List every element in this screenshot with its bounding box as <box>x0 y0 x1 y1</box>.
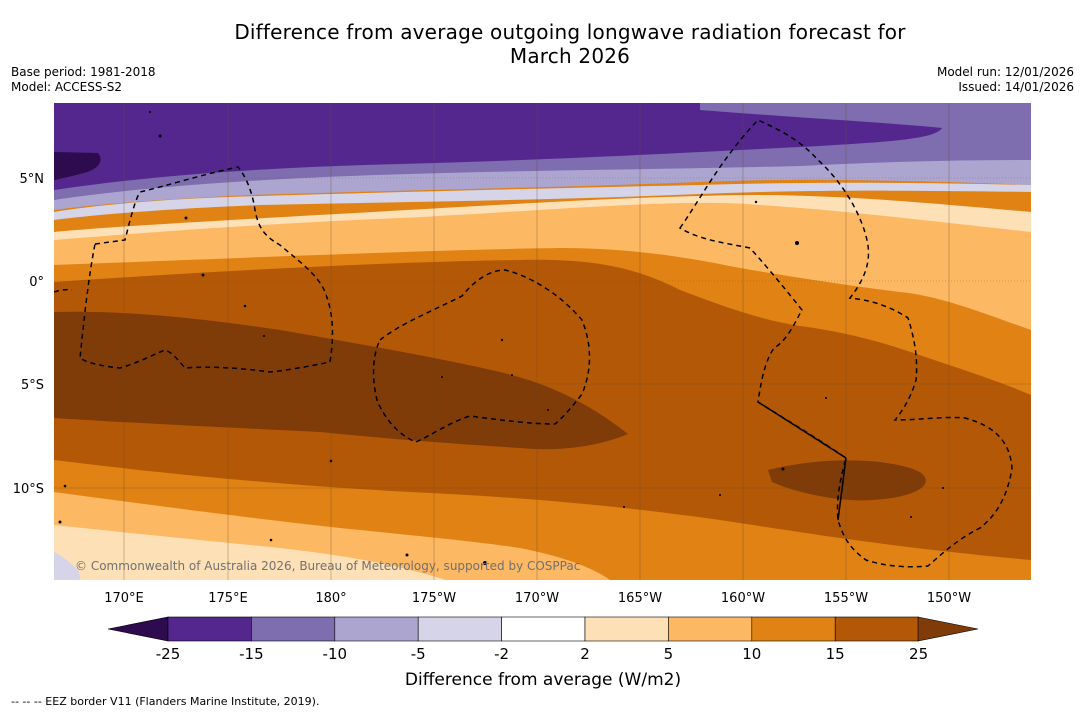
lon-label-170e: 170°E <box>104 591 144 606</box>
colorbar-tick: 2 <box>580 645 590 663</box>
colorbar-tick: -2 <box>494 645 509 663</box>
model-run: Model run: 12/01/2026 <box>936 65 1074 79</box>
colorbar-segment <box>501 616 586 642</box>
colorbar-tick: 5 <box>664 645 674 663</box>
colorbar-extend-high <box>917 616 979 642</box>
colorbar-tick: 25 <box>909 645 928 663</box>
island <box>942 487 944 489</box>
lon-label-160w: 160°W <box>721 591 765 606</box>
lon-label-180: 180° <box>315 591 346 606</box>
island <box>158 134 162 138</box>
island <box>511 374 513 376</box>
eez-kiribati-gilbert <box>79 166 334 373</box>
eez-line-split-2 <box>837 457 847 521</box>
island <box>263 335 265 337</box>
colorbar-tick: 10 <box>742 645 761 663</box>
band-5-10 <box>54 202 1031 330</box>
colorbar-tick: -15 <box>239 645 264 663</box>
band-2-5-southern <box>54 525 446 580</box>
colorbar-segment <box>334 616 419 642</box>
islands <box>58 111 944 565</box>
lon-label-150w: 150°W <box>927 591 971 606</box>
island <box>441 376 443 378</box>
lat-label-5s: 5°S <box>21 378 44 393</box>
lon-label-165w: 165°W <box>618 591 662 606</box>
title-line-1: Difference from average outgoing longwav… <box>234 20 906 44</box>
eez-legend-note: -- -- -- EEZ border V11 (Flanders Marine… <box>11 695 320 708</box>
band-neg5-neg2-corner <box>54 552 80 580</box>
map-title: Difference from average outgoing longwav… <box>0 20 1085 68</box>
map-panel: © Commonwealth of Australia 2026, Bureau… <box>54 103 1031 580</box>
lon-label-155w: 155°W <box>824 591 868 606</box>
meta-right: Model run: 12/01/2026 Issued: 14/01/2026 <box>937 65 1074 95</box>
colorbar-tick: -10 <box>323 645 348 663</box>
lat-label-5n: 5°N <box>20 172 45 187</box>
colorbar-segment <box>167 616 252 642</box>
lat-label-10s: 10°S <box>13 482 44 497</box>
lat-label-0: 0° <box>29 275 44 290</box>
colorbar-segment <box>417 616 502 642</box>
island <box>405 553 409 557</box>
island <box>201 273 205 277</box>
island <box>243 304 247 308</box>
lon-label-175e: 175°E <box>208 591 248 606</box>
band-above-25-east <box>768 460 926 501</box>
island <box>269 538 273 542</box>
colorbar-extend-low <box>107 616 169 642</box>
island <box>795 241 799 245</box>
lon-labels: 170°E 175°E 180° 175°W 170°W 165°W 160°W… <box>104 591 971 606</box>
colorbar-segment <box>668 616 753 642</box>
island <box>623 506 625 508</box>
island <box>184 216 188 220</box>
colorbar-segment <box>584 616 669 642</box>
lon-label-170w: 170°W <box>515 591 559 606</box>
colorbar-segment <box>751 616 836 642</box>
eez-line-split <box>757 401 847 459</box>
colorbar-tick: 15 <box>826 645 845 663</box>
eez-borders <box>54 119 1013 568</box>
issued-date: Issued: 14/01/2026 <box>958 80 1074 94</box>
base-period: Base period: 1981-2018 <box>11 65 156 79</box>
colorbar-tick: -5 <box>411 645 426 663</box>
band-above-25 <box>54 311 628 450</box>
title-line-2: March 2026 <box>509 44 631 68</box>
island <box>149 111 151 113</box>
eez-western-edge <box>54 288 73 293</box>
island <box>500 338 504 342</box>
island <box>825 397 827 399</box>
island <box>910 516 912 518</box>
island <box>63 484 67 488</box>
model-name: Model: ACCESS-S2 <box>11 80 123 94</box>
graticule <box>54 103 1031 580</box>
copyright-notice: © Commonwealth of Australia 2026, Bureau… <box>75 559 580 573</box>
lat-labels: 5°N 0° 5°S 10°S <box>13 172 44 497</box>
colorbar-segment <box>251 616 336 642</box>
colorbar-tick: -25 <box>156 645 181 663</box>
colorbar-title: Difference from average (W/m2) <box>405 670 681 690</box>
island <box>547 409 549 411</box>
band-neg5-neg2 <box>54 182 1031 220</box>
island <box>781 467 785 471</box>
band-neg25-neg15 <box>54 103 942 190</box>
island <box>58 520 62 524</box>
island <box>754 200 758 204</box>
lon-label-175w: 175°W <box>412 591 456 606</box>
island <box>719 494 721 496</box>
island <box>483 561 487 565</box>
band-below-neg25 <box>54 152 101 180</box>
colorbar: -25 -15 -10 -5 -2 2 5 10 15 25 Differenc… <box>107 616 979 690</box>
colorbar-segment <box>834 616 919 642</box>
meta-left: Base period: 1981-2018 Model: ACCESS-S2 <box>11 65 156 95</box>
island <box>329 459 333 463</box>
